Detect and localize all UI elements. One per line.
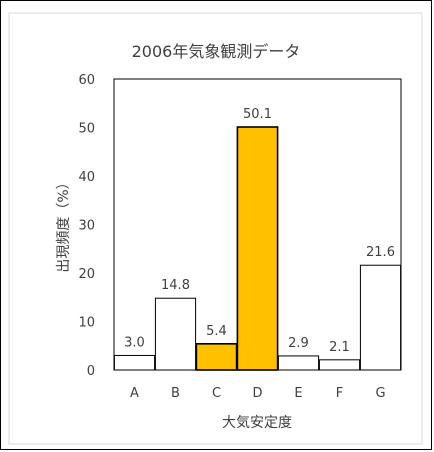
y-axis-label: 出現頻度（%）	[56, 175, 72, 272]
y-tick-label-0: 0	[87, 364, 95, 379]
y-tick-labels: 0 10 20 30 40 50 60	[78, 73, 95, 379]
x-tick-label-G: G	[375, 386, 385, 401]
bars	[114, 127, 400, 370]
x-tick-label-E: E	[294, 386, 302, 401]
data-label-A: 3.0	[124, 335, 145, 350]
y-tick-label-3: 30	[78, 219, 95, 234]
data-label-B: 14.8	[161, 278, 190, 293]
data-label-D: 50.1	[243, 107, 272, 122]
chart-title: 2006年気象観測データ	[132, 42, 301, 61]
y-tick-label-2: 20	[78, 267, 95, 282]
data-label-G: 21.6	[366, 245, 395, 260]
bar-B	[155, 298, 195, 370]
x-tick-labels: A B C D E F G	[130, 386, 385, 401]
y-tick-label-4: 40	[78, 170, 95, 185]
data-label-E: 2.9	[288, 336, 309, 351]
bar-A	[114, 355, 154, 370]
bar-C	[196, 344, 236, 370]
bar-F	[319, 360, 359, 370]
data-label-F: 2.1	[329, 340, 350, 355]
x-tick-label-B: B	[171, 386, 180, 401]
x-tick-label-C: C	[212, 386, 221, 401]
y-tick-label-6: 60	[78, 73, 95, 88]
x-tick-label-F: F	[336, 386, 343, 401]
y-tick-label-5: 50	[78, 122, 95, 137]
x-axis-label: 大気安定度	[222, 415, 292, 431]
x-tick-label-A: A	[130, 386, 139, 401]
bar-G	[360, 265, 400, 370]
data-label-C: 5.4	[206, 324, 227, 339]
bar-E	[278, 356, 318, 370]
y-tick-label-1: 10	[78, 316, 95, 331]
bar-D	[237, 127, 277, 370]
x-tick-label-D: D	[252, 386, 262, 401]
